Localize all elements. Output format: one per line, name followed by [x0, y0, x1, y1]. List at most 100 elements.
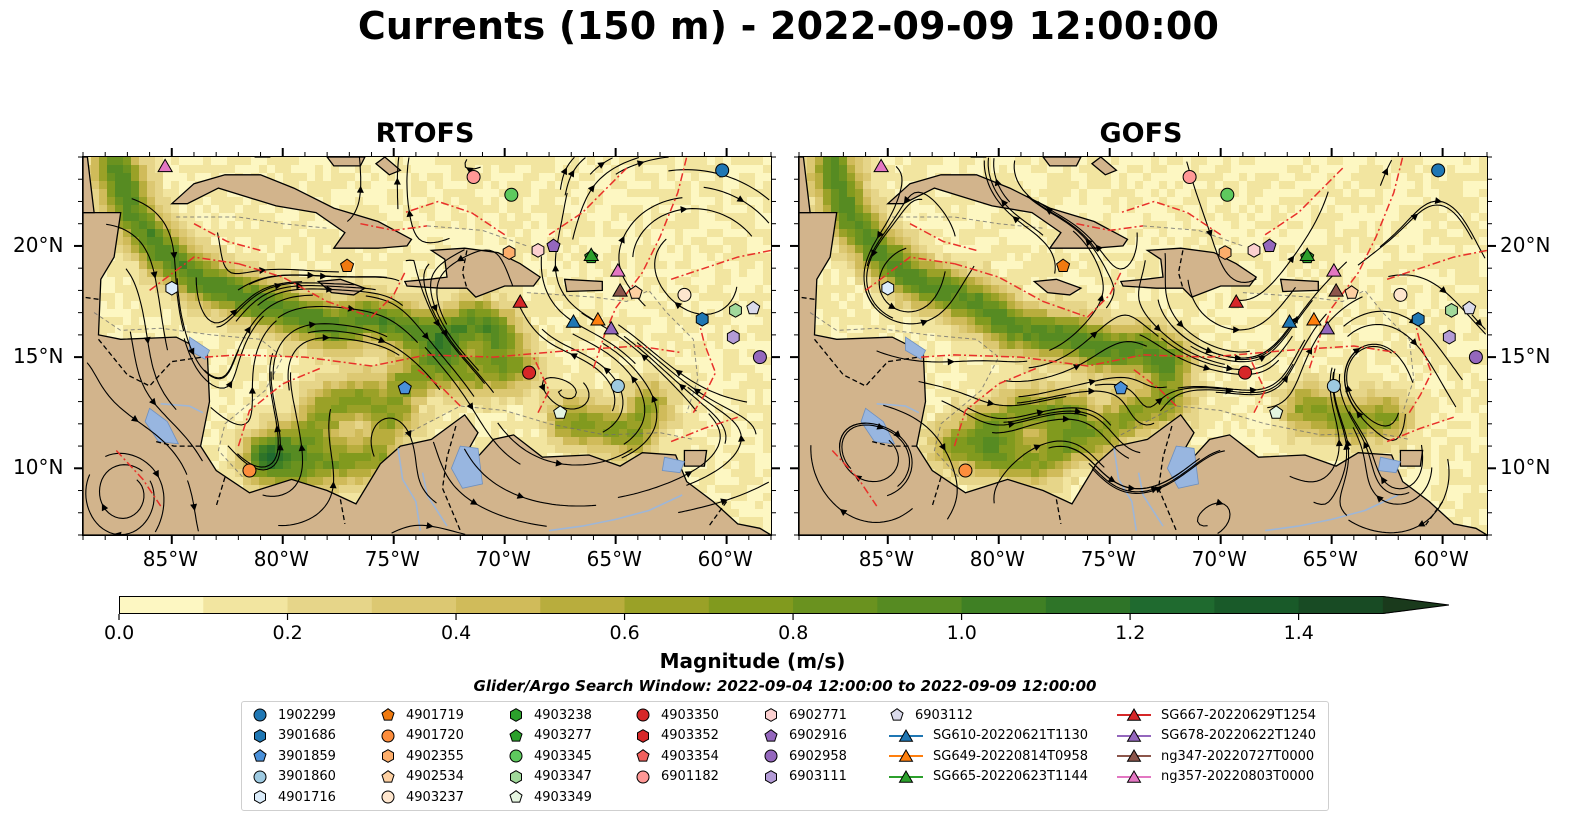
platform-marker-6902771[interactable] — [1247, 243, 1261, 258]
platform-marker-SG649-20220814T0958[interactable] — [590, 311, 606, 326]
platform-marker-ng347-20220727T0000[interactable] — [612, 282, 628, 297]
platform-marker-6903111[interactable] — [1442, 329, 1456, 345]
eez-line — [548, 167, 628, 236]
platform-marker-SG678-20220622T1240[interactable] — [1319, 320, 1336, 335]
platform-marker-1902299[interactable] — [1431, 163, 1446, 178]
platform-marker-SG667-20220629T1254[interactable] — [512, 293, 529, 308]
platform-marker-6901182[interactable] — [466, 170, 481, 185]
legend-item: ng347-20220727T0000 — [1117, 746, 1314, 766]
platform-marker-ng347-20220727T0000[interactable] — [1328, 282, 1344, 297]
platform-marker-SG665-20220623T1144[interactable] — [583, 247, 600, 261]
platform-marker-4901716[interactable] — [881, 280, 895, 296]
platform-marker-4903347[interactable] — [729, 303, 742, 318]
legend-label: SG665-20220623T1144 — [933, 769, 1089, 784]
platform-marker-3901686[interactable] — [1411, 311, 1425, 327]
river-line — [548, 494, 683, 532]
platform-marker-6903112[interactable] — [746, 300, 761, 315]
platform-marker-ng357-20220803T0000[interactable] — [157, 158, 174, 173]
platform-marker-6902916[interactable] — [1262, 238, 1277, 252]
x-tick-label: 85°W — [142, 547, 198, 571]
platform-marker-4903345[interactable] — [1220, 187, 1235, 202]
streamline-arrow — [1155, 397, 1163, 405]
platform-marker-ng357-20220803T0000[interactable] — [1325, 262, 1342, 277]
platform-marker-6901182[interactable] — [1182, 170, 1197, 185]
eez-line — [1386, 416, 1454, 443]
platform-marker-4903350[interactable] — [1238, 365, 1253, 380]
border-line — [1424, 501, 1444, 527]
platform-marker-6903111[interactable] — [726, 329, 740, 345]
platform-marker-3901860[interactable] — [610, 379, 625, 394]
y-tick-label: 20°N — [13, 232, 64, 257]
river-line — [397, 448, 422, 531]
platform-marker-ng357-20220803T0000[interactable] — [873, 158, 890, 173]
triangle-marker-icon — [889, 728, 923, 742]
streamline-arrow — [1033, 444, 1042, 451]
platform-marker-4901720[interactable] — [958, 463, 973, 478]
platform-marker-6902771[interactable] — [531, 243, 545, 258]
colorbar-segment — [203, 596, 289, 614]
triangle-marker-icon — [1117, 769, 1151, 783]
platform-marker-SG649-20220814T0958[interactable] — [1306, 311, 1322, 326]
platform-marker-ng357-20220803T0000[interactable] — [609, 262, 626, 277]
colorbar-segment — [371, 596, 457, 614]
platform-marker-6902958[interactable] — [752, 350, 767, 365]
platform-marker-4902534[interactable] — [1344, 285, 1359, 299]
x-tick-label: 70°W — [475, 547, 531, 571]
platform-marker-4903349[interactable] — [1269, 405, 1284, 419]
legend-label: 4903349 — [534, 789, 592, 805]
platform-marker-SG610-20220621T1130[interactable] — [565, 314, 582, 328]
legend-marker — [636, 749, 650, 762]
lake-polygon — [905, 336, 927, 360]
platform-marker-4901719[interactable] — [1056, 258, 1071, 272]
platform-marker-3901860[interactable] — [1326, 379, 1341, 394]
map-panel-rtofs[interactable] — [82, 156, 772, 536]
legend-marker — [890, 708, 904, 721]
triangle-marker-icon — [1117, 748, 1151, 762]
platform-marker-4901716[interactable] — [165, 280, 179, 296]
streamline-arrow — [1335, 439, 1343, 447]
platform-marker-4901719[interactable] — [340, 258, 355, 272]
platform-marker-4902355[interactable] — [502, 245, 516, 260]
platform-marker-4902534[interactable] — [628, 285, 643, 299]
streamline-arrow — [684, 471, 693, 478]
platform-marker-3901859[interactable] — [1113, 380, 1128, 395]
legend-item: 4903352 — [635, 726, 719, 746]
platform-marker-4903347[interactable] — [1445, 303, 1458, 318]
legend-marker — [898, 769, 914, 783]
platform-marker-4901720[interactable] — [242, 463, 257, 478]
legend-item: SG678-20220622T1240 — [1117, 726, 1316, 746]
streamline-arrow — [1203, 364, 1211, 371]
streamline-arrow — [618, 235, 625, 244]
platform-marker-6903112[interactable] — [1462, 300, 1477, 315]
platform-marker-4903349[interactable] — [553, 405, 568, 419]
platform-marker-1902299[interactable] — [715, 163, 730, 178]
platform-marker-4903345[interactable] — [504, 187, 519, 202]
platform-marker-SG667-20220629T1254[interactable] — [1228, 293, 1245, 308]
platform-marker-4903237[interactable] — [1393, 287, 1408, 302]
streamline-arrow — [309, 321, 317, 329]
hexagon-marker-icon — [510, 769, 522, 784]
platform-marker-3901859[interactable] — [397, 380, 412, 395]
platform-marker-6902958[interactable] — [1468, 350, 1483, 365]
platform-marker-4903237[interactable] — [677, 287, 692, 302]
platform-marker-SG665-20220623T1144[interactable] — [1299, 247, 1316, 261]
streamline-arrow — [347, 304, 356, 312]
legend-marker — [254, 728, 266, 743]
circle-marker-icon — [509, 749, 523, 763]
x-tick-label: 75°W — [1080, 547, 1136, 571]
platform-marker-4902355[interactable] — [1218, 245, 1232, 260]
platform-marker-SG678-20220622T1240[interactable] — [603, 320, 620, 335]
platform-marker-4903350[interactable] — [522, 365, 537, 380]
platform-marker-3901686[interactable] — [695, 311, 709, 327]
streamline-arrow — [1345, 384, 1353, 393]
platform-marker-SG610-20220621T1130[interactable] — [1281, 314, 1298, 328]
eez-line — [670, 416, 738, 443]
platform-marker-6902916[interactable] — [546, 238, 561, 252]
pentagon-marker-icon — [381, 708, 395, 721]
colorbar-segment — [1130, 596, 1215, 614]
map-panel-gofs[interactable] — [798, 156, 1488, 536]
streamline-arrow — [877, 230, 884, 239]
streamline-arrow — [876, 423, 885, 430]
search-window-text: Glider/Argo Search Window: 2022-09-04 12… — [473, 677, 1097, 695]
legend: 1902299 3901686 3901859 3901860 4901716 49017… — [241, 701, 1329, 811]
